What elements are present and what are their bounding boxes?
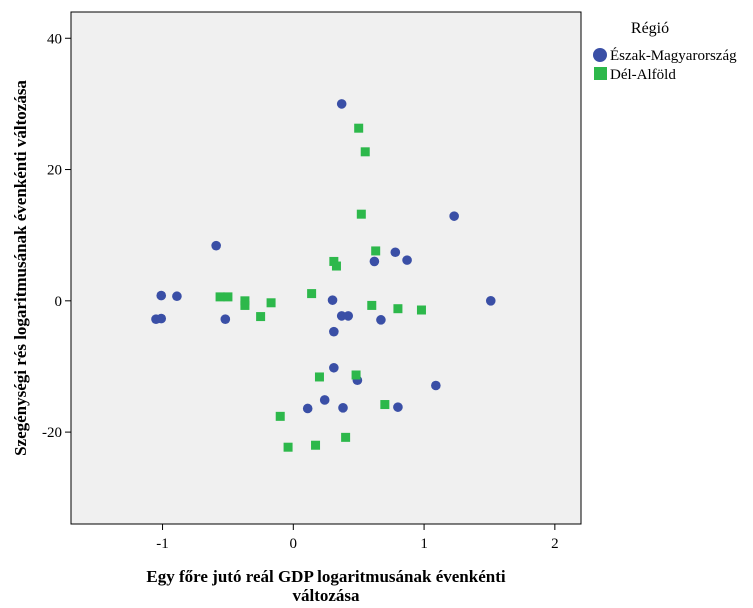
data-point-circle [338, 403, 348, 413]
data-point-square [307, 289, 317, 299]
data-point-square [331, 261, 341, 271]
plot-area [70, 11, 582, 525]
x-tick-label: 0 [290, 536, 298, 552]
data-point-square [266, 298, 276, 308]
legend-square-marker [594, 67, 607, 80]
data-point-square [356, 209, 366, 219]
data-point-square [354, 123, 364, 133]
data-point-circle [211, 240, 221, 251]
data-point-circle [376, 315, 386, 325]
data-point-circle [393, 402, 403, 412]
data-point-square [215, 292, 225, 302]
data-point-square [351, 370, 361, 380]
data-point-square [283, 442, 293, 452]
y-tick-label: 40 [47, 31, 62, 47]
data-point-square [371, 246, 381, 256]
data-point-square [256, 312, 266, 322]
data-point-square [240, 296, 250, 306]
y-tick-label: -20 [42, 425, 62, 441]
data-point-circle [329, 326, 339, 337]
axes: -1 0 1 2 -20 0 20 40 [42, 31, 559, 552]
data-point-square [314, 372, 324, 382]
data-point-square [367, 300, 377, 310]
data-point-circle [156, 290, 167, 301]
data-point-circle [329, 362, 339, 373]
legend-label-eszak-magyarorszag: Észak-Magyarország [610, 47, 737, 64]
data-point-circle [343, 311, 354, 321]
y-tick-label: 20 [47, 163, 62, 179]
y-axis-title: Szegénységi rés logaritmusának évenkénti… [11, 80, 30, 456]
data-point-square [329, 256, 339, 266]
legend-title: Régió [631, 20, 669, 37]
data-point-square [416, 305, 426, 315]
data-point-circle [220, 314, 231, 325]
data-point-circle [336, 99, 347, 109]
legend-circle-marker [593, 48, 607, 62]
x-axis-title-line-1: Egy főre jutó reál GDP logaritmusának év… [146, 567, 505, 586]
x-tick-label: 2 [551, 536, 559, 552]
x-tick-label: 1 [420, 536, 428, 552]
data-point-square [240, 300, 250, 310]
data-point-circle [156, 313, 167, 324]
y-tick-label: 0 [55, 294, 63, 310]
data-point-circle [449, 211, 459, 221]
data-point-square [341, 432, 351, 442]
data-point-square [311, 440, 321, 450]
legend-label-del-alfold: Dél-Alföld [610, 67, 676, 83]
data-point-circle [369, 256, 380, 267]
data-point-square [223, 292, 233, 302]
data-point-circle [390, 247, 401, 258]
x-axis-title-line-2: változása [292, 586, 360, 605]
data-point-circle [302, 403, 313, 414]
data-point-square [393, 304, 403, 314]
data-point-square [380, 400, 390, 410]
data-point-circle [172, 291, 182, 302]
data-point-square [275, 411, 285, 421]
data-point-circle [485, 296, 496, 306]
data-points [151, 99, 496, 452]
data-point-square [360, 147, 370, 157]
data-point-circle [319, 395, 330, 405]
legend: Régió Észak-Magyarország Dél-Alföld [593, 20, 737, 83]
x-tick-label: -1 [156, 536, 169, 552]
data-point-circle [431, 380, 441, 391]
data-point-circle [402, 255, 412, 265]
data-point-circle [327, 295, 338, 305]
